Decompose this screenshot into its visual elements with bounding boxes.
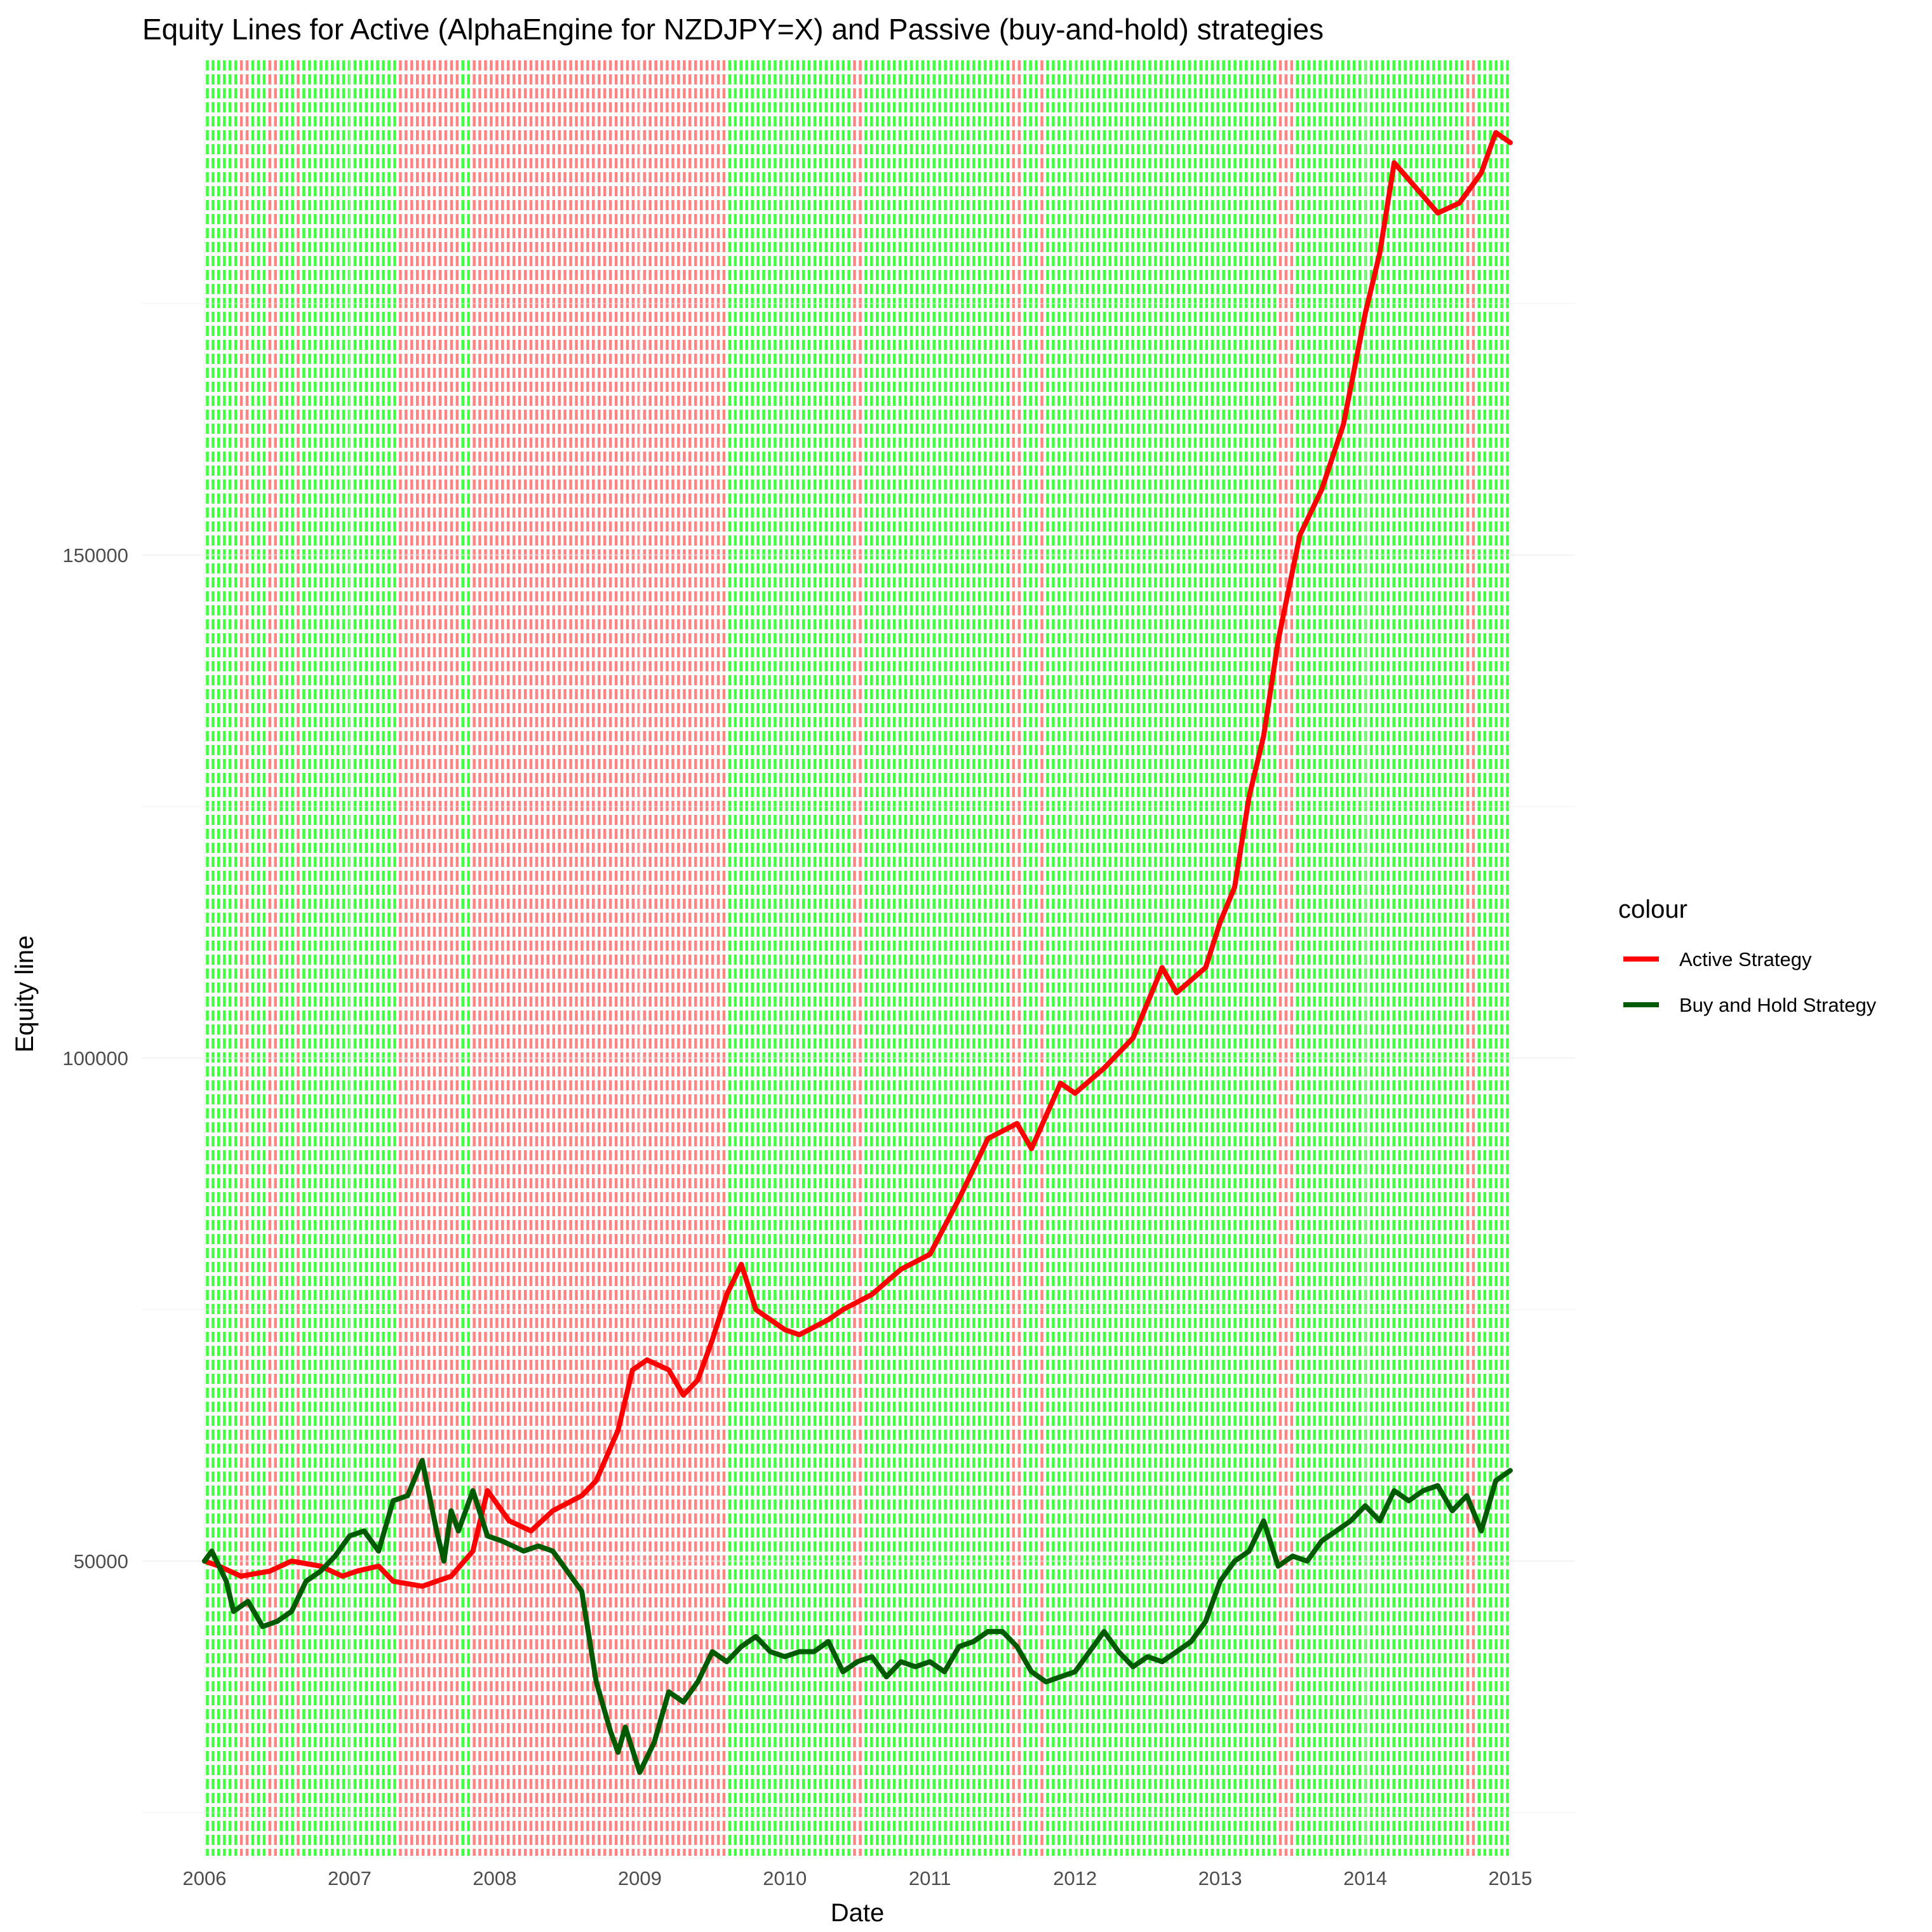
signal-bands xyxy=(206,60,1509,1856)
x-tick-label: 2009 xyxy=(618,1867,662,1889)
x-tick-label: 2014 xyxy=(1343,1867,1387,1889)
x-axis-title: Date xyxy=(831,1899,885,1927)
plot-panel xyxy=(142,60,1575,1856)
y-tick-label: 150000 xyxy=(63,544,128,567)
legend-label-active: Active Strategy xyxy=(1679,948,1812,970)
y-axis-ticks: 50000 100000 150000 xyxy=(63,544,128,1573)
series-line-active xyxy=(202,130,1513,1589)
gridlines xyxy=(142,60,1575,1856)
x-tick-label: 2011 xyxy=(909,1867,951,1889)
x-tick-label: 2008 xyxy=(473,1867,516,1889)
y-axis-title: Equity line xyxy=(11,936,39,1053)
x-tick-label: 2012 xyxy=(1053,1867,1097,1889)
y-tick-label: 50000 xyxy=(74,1550,128,1573)
legend-item-active: Active Strategy xyxy=(1623,948,1812,970)
series-lines xyxy=(202,130,1513,1775)
legend-item-buy-and-hold: Buy and Hold Strategy xyxy=(1623,994,1877,1016)
x-tick-label: 2015 xyxy=(1489,1867,1533,1889)
x-tick-label: 2013 xyxy=(1198,1867,1242,1889)
y-tick-label: 100000 xyxy=(63,1047,128,1070)
series-line-buy-and-hold xyxy=(202,1458,1513,1775)
x-tick-label: 2010 xyxy=(763,1867,807,1889)
x-tick-label: 2006 xyxy=(183,1867,227,1889)
x-tick-label: 2007 xyxy=(328,1867,372,1889)
legend-title: colour xyxy=(1618,896,1687,923)
x-axis-ticks: 2006 2007 2008 2009 2010 2011 2012 2013 2014 2015 xyxy=(183,1867,1533,1889)
legend-label-buy-and-hold: Buy and Hold Strategy xyxy=(1679,994,1877,1016)
chart-title: Equity Lines for Active (AlphaEngine for… xyxy=(142,13,1324,46)
legend: colour Active Strategy Buy and Hold Stra… xyxy=(1618,896,1877,1016)
